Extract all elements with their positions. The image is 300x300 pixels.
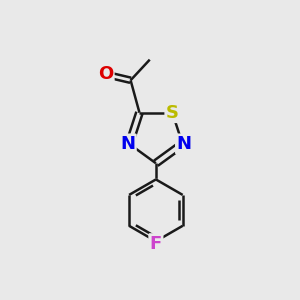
Text: N: N [176,135,191,153]
Text: N: N [120,135,135,153]
Text: F: F [150,235,162,253]
Text: O: O [98,65,113,83]
Text: S: S [166,103,179,122]
